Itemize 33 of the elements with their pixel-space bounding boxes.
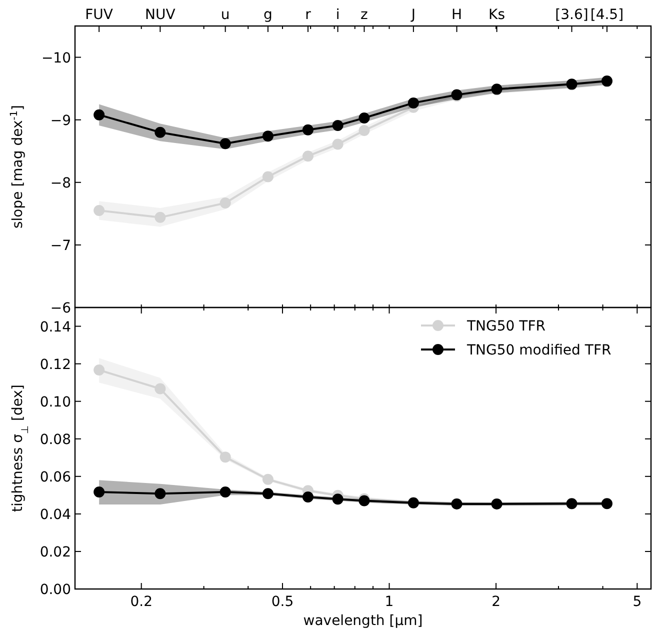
x-tick-label: 5 bbox=[632, 594, 642, 610]
annotation: g bbox=[264, 7, 272, 23]
annotation: Ks bbox=[488, 7, 506, 23]
x-axis-title: wavelength [μm] bbox=[303, 613, 423, 629]
y-tick-label: 0.10 bbox=[40, 394, 71, 410]
y-tick-label: −7 bbox=[50, 238, 71, 254]
y-tick-label: −6 bbox=[50, 300, 72, 316]
y-tick-label: 0.06 bbox=[40, 469, 72, 486]
annotation: H bbox=[451, 7, 462, 23]
y-tick-label: −10 bbox=[41, 50, 71, 66]
y-tick-label: 0.02 bbox=[40, 544, 71, 560]
annotation: z bbox=[360, 7, 368, 23]
annotation: FUV bbox=[85, 7, 114, 23]
x-tick-label: 0.5 bbox=[271, 594, 294, 610]
y-tick-label: −9 bbox=[50, 112, 71, 129]
annotation: [4.5] bbox=[590, 7, 624, 23]
y-tick-label: −8 bbox=[50, 175, 71, 192]
annotation: i bbox=[336, 7, 340, 23]
x-tick-label: 2 bbox=[492, 594, 500, 610]
y-tick-label: 0.00 bbox=[40, 582, 71, 598]
annotation: [3.6] bbox=[555, 7, 588, 23]
y-tick-label: 0.08 bbox=[40, 432, 71, 448]
x-tick-label: 0.2 bbox=[130, 594, 152, 610]
legend-label: TNG50 TFR bbox=[466, 318, 546, 334]
y-tick-label: 0.12 bbox=[40, 356, 71, 373]
annotation: u bbox=[220, 7, 230, 23]
x-tick-label: 1 bbox=[384, 594, 394, 610]
annotation: J bbox=[410, 7, 416, 23]
annotation: NUV bbox=[145, 7, 176, 23]
y-tick-label: 0.04 bbox=[40, 506, 72, 523]
y-tick-label: 0.14 bbox=[40, 319, 72, 336]
legend-label: TNG50 modified TFR bbox=[466, 342, 612, 358]
annotation: r bbox=[305, 7, 312, 23]
